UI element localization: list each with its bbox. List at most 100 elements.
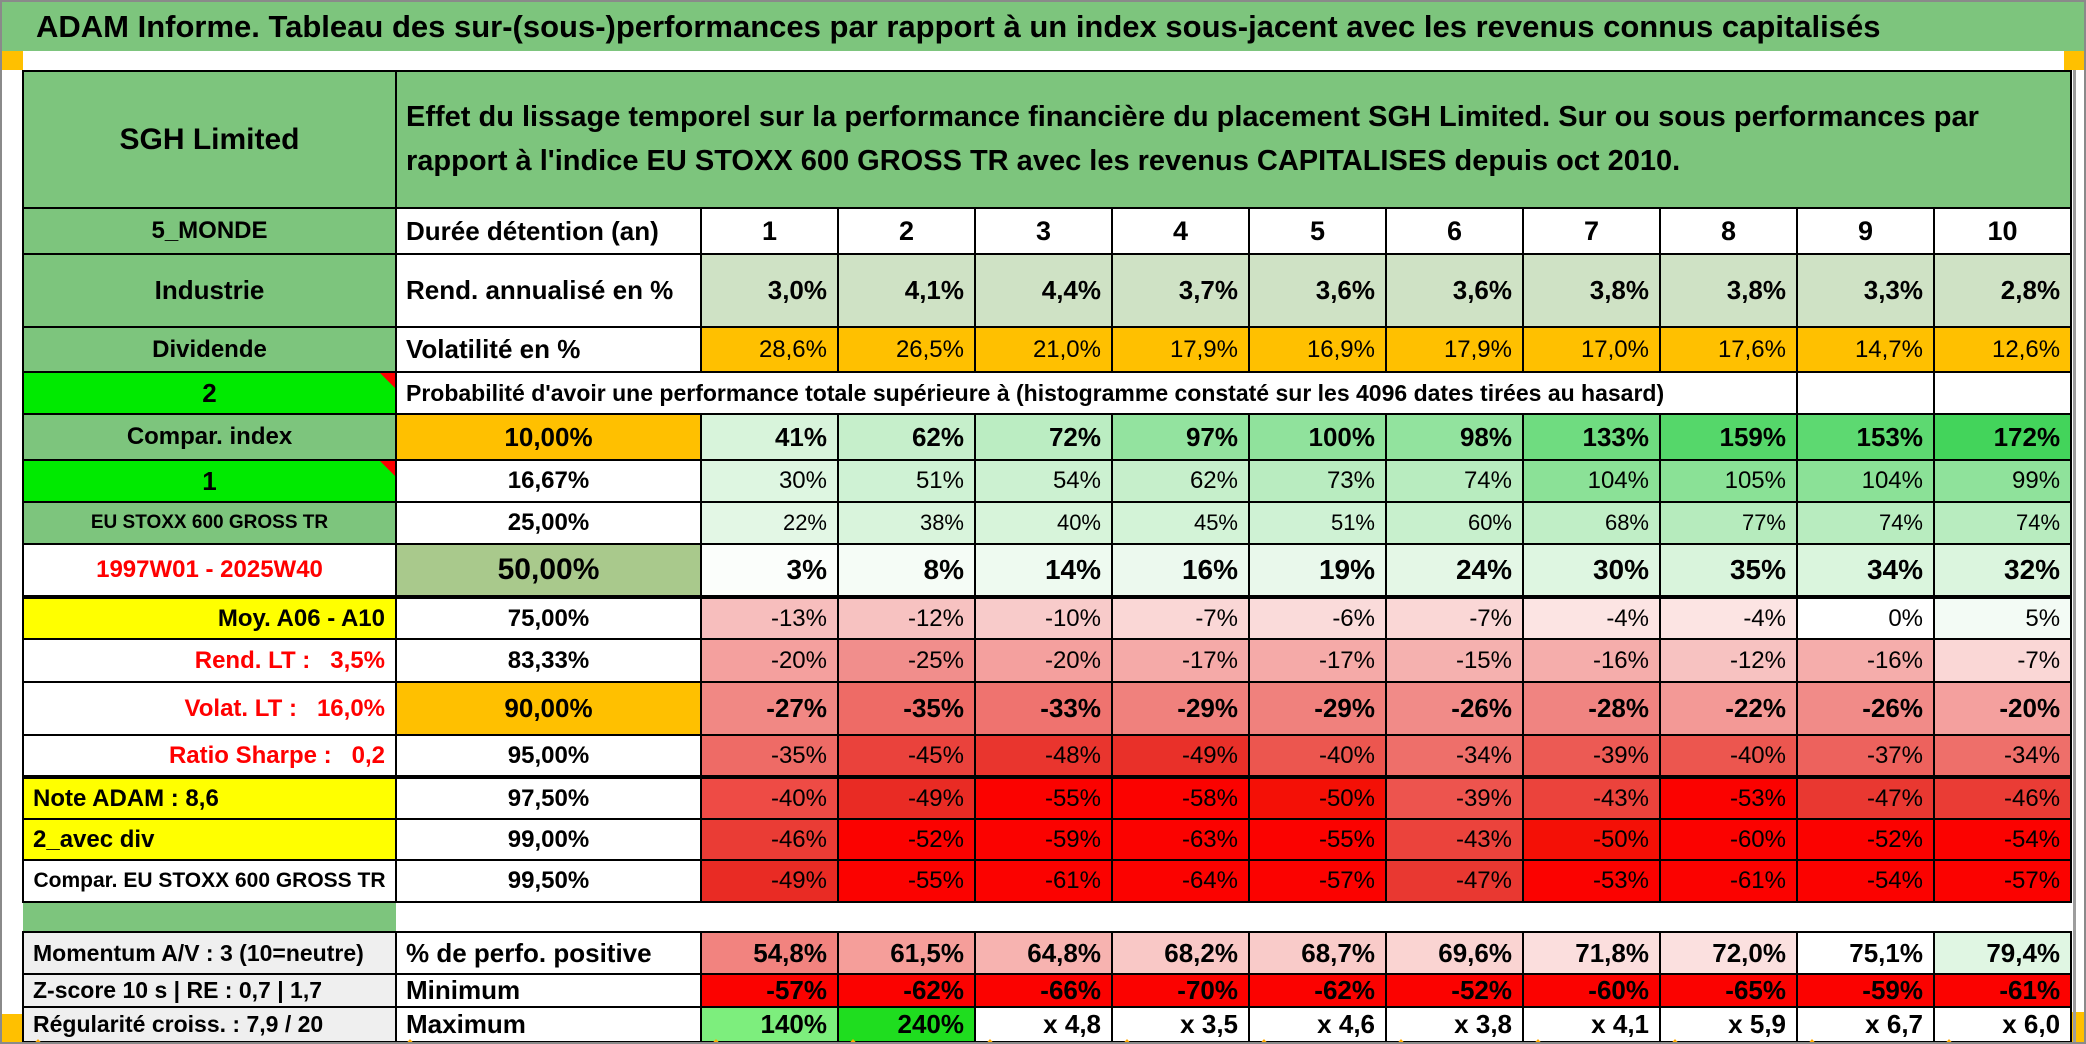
cell-p95-y5[interactable]: -40% bbox=[1248, 734, 1387, 778]
cell-p975-y1[interactable]: -40% bbox=[700, 775, 839, 820]
cell-p50-y5[interactable]: 19% bbox=[1248, 543, 1387, 598]
cell-b-p99[interactable]: 99,00% bbox=[395, 818, 702, 861]
cell-zscore-y6[interactable]: -52% bbox=[1385, 973, 1524, 1008]
cell-a-p975[interactable]: Note ADAM : 8,6 bbox=[22, 775, 397, 820]
cell-p25-y2[interactable]: 38% bbox=[837, 501, 976, 545]
cell-a-zscore[interactable]: Z-score 10 s | RE : 0,7 | 1,7 bbox=[22, 973, 397, 1008]
cell-p50-y2[interactable]: 8% bbox=[837, 543, 976, 598]
cell-p25-y10[interactable]: 74% bbox=[1932, 501, 2073, 545]
cell-regularite-y10[interactable]: x 6,0 bbox=[1932, 1006, 2073, 1042]
cell-proba-y9[interactable] bbox=[1796, 371, 1935, 415]
cell-momentum-y1[interactable]: 54,8% bbox=[700, 931, 839, 975]
cell-zscore-y2[interactable]: -62% bbox=[837, 973, 976, 1008]
cell-p50-y6[interactable]: 24% bbox=[1385, 543, 1524, 598]
cell-volat-y5[interactable]: 16,9% bbox=[1248, 326, 1387, 373]
cell-p90-y7[interactable]: -28% bbox=[1522, 681, 1661, 736]
cell-p90-y10[interactable]: -20% bbox=[1932, 681, 2073, 736]
cell-p75-y4[interactable]: -7% bbox=[1111, 595, 1250, 640]
cell-regularite-y7[interactable]: x 4,1 bbox=[1522, 1006, 1661, 1042]
cell-p975-y6[interactable]: -39% bbox=[1385, 775, 1524, 820]
cell-p8333-y8[interactable]: -12% bbox=[1659, 638, 1798, 683]
cell-duree-y3[interactable]: 3 bbox=[974, 207, 1113, 255]
cell-duree-y2[interactable]: 2 bbox=[837, 207, 976, 255]
cell-p10-y6[interactable]: 98% bbox=[1385, 413, 1524, 461]
cell-rend-y5[interactable]: 3,6% bbox=[1248, 253, 1387, 328]
spacer-empty[interactable] bbox=[396, 902, 2072, 932]
cell-p8333-y5[interactable]: -17% bbox=[1248, 638, 1387, 683]
cell-p975-y2[interactable]: -49% bbox=[837, 775, 976, 820]
cell-regularite-y1[interactable]: 140% bbox=[700, 1006, 839, 1042]
cell-p50-y9[interactable]: 34% bbox=[1796, 543, 1935, 598]
cell-a-p995[interactable]: Compar. EU STOXX 600 GROSS TR bbox=[22, 859, 397, 903]
cell-p8333-y2[interactable]: -25% bbox=[837, 638, 976, 683]
cell-p8333-y9[interactable]: -16% bbox=[1796, 638, 1935, 683]
cell-volat-y8[interactable]: 17,6% bbox=[1659, 326, 1798, 373]
cell-p99-y2[interactable]: -52% bbox=[837, 818, 976, 861]
cell-duree-y6[interactable]: 6 bbox=[1385, 207, 1524, 255]
cell-p50-y3[interactable]: 14% bbox=[974, 543, 1113, 598]
cell-p90-y9[interactable]: -26% bbox=[1796, 681, 1935, 736]
cell-momentum-y5[interactable]: 68,7% bbox=[1248, 931, 1387, 975]
cell-p95-y8[interactable]: -40% bbox=[1659, 734, 1798, 778]
cell-p1667-y3[interactable]: 54% bbox=[974, 459, 1113, 503]
cell-b-regularite[interactable]: Maximum bbox=[395, 1006, 702, 1042]
cell-p95-y1[interactable]: -35% bbox=[700, 734, 839, 778]
cell-p975-y5[interactable]: -50% bbox=[1248, 775, 1387, 820]
cell-p75-y6[interactable]: -7% bbox=[1385, 595, 1524, 640]
cell-p50-y4[interactable]: 16% bbox=[1111, 543, 1250, 598]
cell-duree-y8[interactable]: 8 bbox=[1659, 207, 1798, 255]
cell-p10-y2[interactable]: 62% bbox=[837, 413, 976, 461]
cell-p8333-y1[interactable]: -20% bbox=[700, 638, 839, 683]
cell-p95-y2[interactable]: -45% bbox=[837, 734, 976, 778]
cell-p75-y3[interactable]: -10% bbox=[974, 595, 1113, 640]
cell-p50-y7[interactable]: 30% bbox=[1522, 543, 1661, 598]
cell-volat-y1[interactable]: 28,6% bbox=[700, 326, 839, 373]
cell-a-duree[interactable]: 5_MONDE bbox=[22, 207, 397, 255]
cell-p75-y5[interactable]: -6% bbox=[1248, 595, 1387, 640]
cell-momentum-y4[interactable]: 68,2% bbox=[1111, 931, 1250, 975]
cell-zscore-y10[interactable]: -61% bbox=[1932, 973, 2073, 1008]
cell-zscore-y9[interactable]: -59% bbox=[1796, 973, 1935, 1008]
cell-duree-y10[interactable]: 10 bbox=[1932, 207, 2073, 255]
cell-p99-y3[interactable]: -59% bbox=[974, 818, 1113, 861]
cell-volat-y10[interactable]: 12,6% bbox=[1932, 326, 2073, 373]
cell-b-momentum[interactable]: % de perfo. positive bbox=[395, 931, 702, 975]
cell-p90-y5[interactable]: -29% bbox=[1248, 681, 1387, 736]
cell-duree-y4[interactable]: 4 bbox=[1111, 207, 1250, 255]
cell-p50-y8[interactable]: 35% bbox=[1659, 543, 1798, 598]
cell-p75-y8[interactable]: -4% bbox=[1659, 595, 1798, 640]
cell-a-volat[interactable]: Dividende bbox=[22, 326, 397, 373]
cell-p995-y5[interactable]: -57% bbox=[1248, 859, 1387, 903]
cell-p995-y2[interactable]: -55% bbox=[837, 859, 976, 903]
cell-p10-y9[interactable]: 153% bbox=[1796, 413, 1935, 461]
cell-p10-y5[interactable]: 100% bbox=[1248, 413, 1387, 461]
cell-rend-y7[interactable]: 3,8% bbox=[1522, 253, 1661, 328]
cell-p90-y3[interactable]: -33% bbox=[974, 681, 1113, 736]
cell-momentum-y3[interactable]: 64,8% bbox=[974, 931, 1113, 975]
cell-a-p90[interactable]: Volat. LT : 16,0% bbox=[22, 681, 397, 736]
cell-regularite-y6[interactable]: x 3,8 bbox=[1385, 1006, 1524, 1042]
cell-rend-y1[interactable]: 3,0% bbox=[700, 253, 839, 328]
cell-volat-y9[interactable]: 14,7% bbox=[1796, 326, 1935, 373]
cell-volat-y3[interactable]: 21,0% bbox=[974, 326, 1113, 373]
cell-p25-y6[interactable]: 60% bbox=[1385, 501, 1524, 545]
cell-p95-y4[interactable]: -49% bbox=[1111, 734, 1250, 778]
cell-b-p995[interactable]: 99,50% bbox=[395, 859, 702, 903]
cell-p10-y3[interactable]: 72% bbox=[974, 413, 1113, 461]
cell-p975-y3[interactable]: -55% bbox=[974, 775, 1113, 820]
cell-p90-y6[interactable]: -26% bbox=[1385, 681, 1524, 736]
cell-p95-y7[interactable]: -39% bbox=[1522, 734, 1661, 778]
cell-b-p8333[interactable]: 83,33% bbox=[395, 638, 702, 683]
cell-rend-y4[interactable]: 3,7% bbox=[1111, 253, 1250, 328]
cell-p90-y2[interactable]: -35% bbox=[837, 681, 976, 736]
cell-p8333-y4[interactable]: -17% bbox=[1111, 638, 1250, 683]
cell-b-p25[interactable]: 25,00% bbox=[395, 501, 702, 545]
cell-b-zscore[interactable]: Minimum bbox=[395, 973, 702, 1008]
cell-p90-y4[interactable]: -29% bbox=[1111, 681, 1250, 736]
cell-p95-y6[interactable]: -34% bbox=[1385, 734, 1524, 778]
cell-regularite-y9[interactable]: x 6,7 bbox=[1796, 1006, 1935, 1042]
corner-cell-product[interactable]: SGH Limited bbox=[22, 70, 397, 209]
cell-p1667-y7[interactable]: 104% bbox=[1522, 459, 1661, 503]
cell-p75-y9[interactable]: 0% bbox=[1796, 595, 1935, 640]
cell-p995-y9[interactable]: -54% bbox=[1796, 859, 1935, 903]
